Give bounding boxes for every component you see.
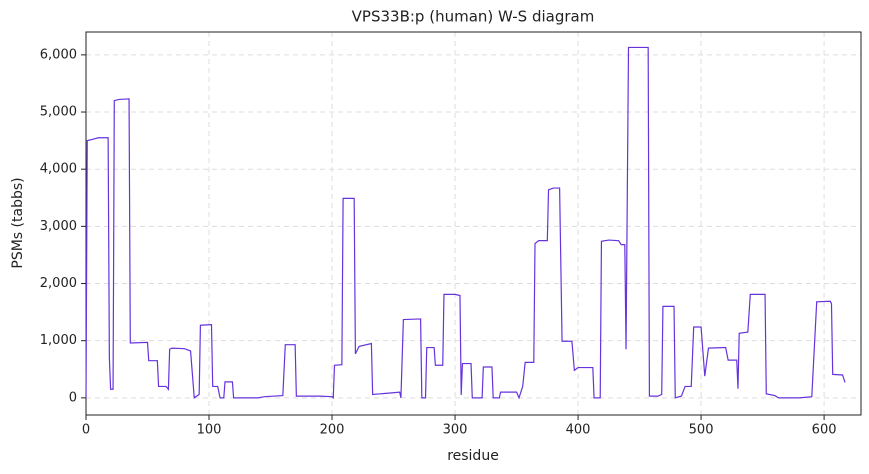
y-tick-label: 3,000 xyxy=(40,219,77,234)
y-tick-label: 4,000 xyxy=(40,162,77,177)
x-tick-label: 100 xyxy=(197,423,222,438)
x-tick-label: 200 xyxy=(320,423,345,438)
x-tick-label: 300 xyxy=(443,423,468,438)
data-line xyxy=(85,46,846,400)
y-axis-label: PSMs (tabbs) xyxy=(10,177,26,268)
y-tick-label: 5,000 xyxy=(40,105,77,120)
y-tick-label: 0 xyxy=(69,390,77,405)
x-tick-label: 600 xyxy=(812,423,837,438)
plot-frame xyxy=(85,31,862,416)
y-tick-label: 1,000 xyxy=(40,333,77,348)
x-tick-label: 0 xyxy=(82,423,90,438)
chart-title: VPS33B:p (human) W-S diagram xyxy=(352,8,595,26)
y-tick-label: 2,000 xyxy=(40,276,77,291)
y-tick-label: 6,000 xyxy=(40,47,77,62)
x-tick-label: 400 xyxy=(566,423,591,438)
x-axis-label: residue xyxy=(447,448,499,464)
x-tick-label: 500 xyxy=(689,423,714,438)
